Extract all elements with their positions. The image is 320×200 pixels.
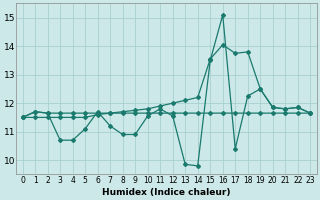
X-axis label: Humidex (Indice chaleur): Humidex (Indice chaleur) — [102, 188, 231, 197]
